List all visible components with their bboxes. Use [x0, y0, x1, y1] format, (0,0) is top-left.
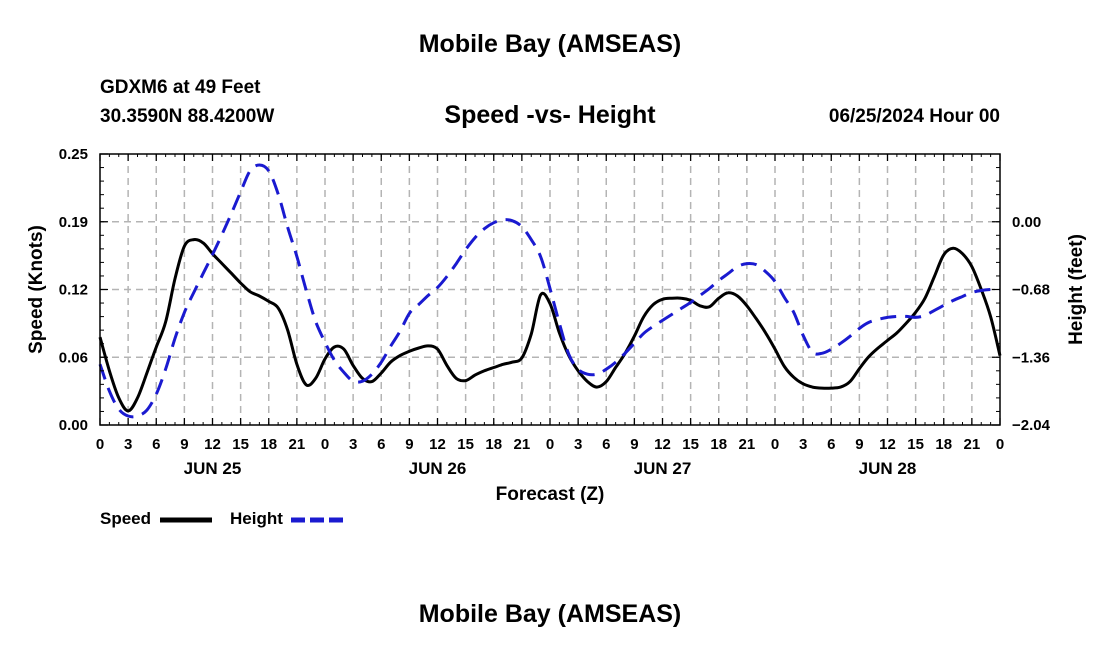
y2-tick-label: −2.04 [1012, 417, 1051, 434]
page-title: Mobile Bay (AMSEAS) [418, 30, 682, 58]
y2-axis-label: Height (feet) [1066, 234, 1087, 345]
x-tick-label: 18 [935, 436, 952, 453]
x-tick-label: 15 [907, 436, 924, 453]
x-tick-label: 9 [180, 436, 188, 453]
x-tick-label: 12 [204, 436, 221, 453]
x-tick-label: 12 [429, 436, 446, 453]
y-tick-label: 0.06 [59, 349, 88, 366]
forecast-datetime: 06/25/2024 Hour 00 [828, 106, 1000, 127]
series-line-speed [98, 238, 1002, 413]
y-axis-label: Speed (Knots) [26, 225, 47, 354]
x-tick-label: 21 [289, 436, 306, 453]
x-tick-label: 3 [799, 436, 807, 453]
chart-title: Speed -vs- Height [444, 101, 656, 129]
x-tick-label: 0 [771, 436, 779, 453]
series-line-height [98, 163, 1001, 419]
x-tick-label: 12 [654, 436, 671, 453]
x-tick-label: 0 [996, 436, 1004, 453]
x-tick-label: 3 [349, 436, 357, 453]
x-tick-label: 3 [574, 436, 582, 453]
axes: 0 3 6 9 12 15 18 21 0 3 6 9 12 15 18 21 0 3 6 9 12 15 18 21 0 3 6 9… [59, 146, 1051, 478]
day-label: JUN 26 [409, 459, 467, 478]
x-tick-label: 12 [879, 436, 896, 453]
y-tick-label: 0.25 [59, 146, 88, 163]
y2-tick-label: −1.36 [1012, 349, 1050, 366]
x-tick-label: 18 [485, 436, 502, 453]
y-tick-label: 0.12 [59, 282, 88, 299]
y-tick-label: 0.19 [59, 214, 88, 231]
y-tick-label: 0.00 [59, 417, 88, 434]
day-label: JUN 25 [184, 459, 242, 478]
x-tick-label: 21 [514, 436, 531, 453]
day-label: JUN 27 [634, 459, 692, 478]
x-tick-label: 18 [260, 436, 277, 453]
x-tick-label: 21 [739, 436, 756, 453]
x-tick-label: 15 [682, 436, 699, 453]
x-tick-label: 15 [457, 436, 474, 453]
x-tick-label: 0 [321, 436, 329, 453]
legend-speed-label: Speed [100, 509, 152, 528]
x-tick-label: 6 [602, 436, 610, 453]
x-tick-label: 6 [152, 436, 160, 453]
x-tick-label: 9 [855, 436, 863, 453]
x-tick-label: 0 [546, 436, 554, 453]
x-tick-label: 21 [964, 436, 981, 453]
x-tick-label: 9 [405, 436, 413, 453]
x-tick-label: 18 [710, 436, 727, 453]
series-layer [98, 163, 1002, 419]
x-tick-label: 0 [96, 436, 104, 453]
legend-height-label: Height [230, 509, 283, 528]
x-tick-label: 15 [232, 436, 249, 453]
y2-tick-label: −0.68 [1012, 282, 1050, 299]
footer-title: Mobile Bay (AMSEAS) [418, 600, 682, 628]
station-coordinates: 30.3590N 88.4200W [100, 106, 275, 127]
x-tick-label: 3 [124, 436, 132, 453]
station-label: GDXM6 at 49 Feet [100, 77, 261, 98]
y2-tick-label: 0.00 [1012, 214, 1041, 231]
day-label: JUN 28 [859, 459, 917, 478]
x-tick-label: 6 [827, 436, 835, 453]
x-axis-label: Forecast (Z) [496, 484, 605, 505]
x-tick-label: 6 [377, 436, 385, 453]
x-tick-label: 9 [630, 436, 638, 453]
